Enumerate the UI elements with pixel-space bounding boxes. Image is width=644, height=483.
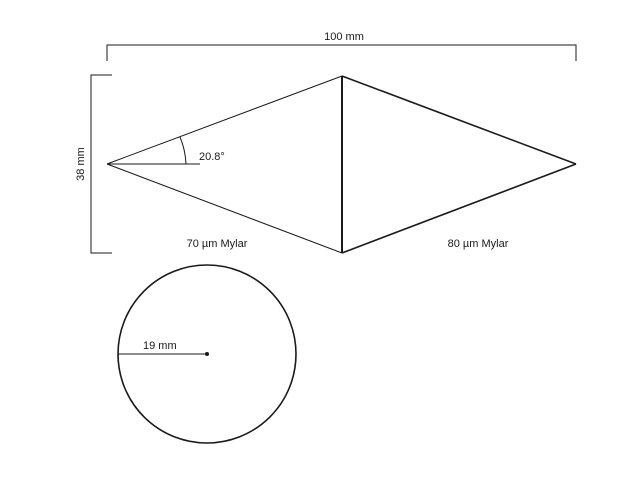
left-cone: 20.8° 70 µm Mylar — [106, 75, 343, 254]
half-angle-arc — [179, 136, 187, 165]
right-cone-upper-edge — [341, 75, 577, 165]
radius-label: 19 mm — [143, 340, 177, 352]
height-bracket-line — [90, 74, 112, 254]
length-bracket-line — [106, 44, 577, 61]
center-point — [205, 352, 209, 356]
right-material-label: 80 µm Mylar — [448, 238, 509, 250]
right-cone: 80 µm Mylar — [341, 75, 577, 254]
left-cone-upper-edge — [106, 75, 343, 165]
length-label: 100 mm — [324, 31, 364, 43]
height-label: 38 mm — [75, 147, 87, 181]
left-material-label: 70 µm Mylar — [187, 238, 248, 250]
left-cone-lower-edge — [106, 163, 343, 254]
height-dimension: 38 mm — [75, 74, 112, 254]
cross-section: 19 mm — [117, 264, 297, 444]
half-angle-label: 20.8° — [199, 151, 225, 163]
right-cone-lower-edge — [341, 163, 577, 254]
length-dimension: 100 mm — [106, 31, 577, 61]
